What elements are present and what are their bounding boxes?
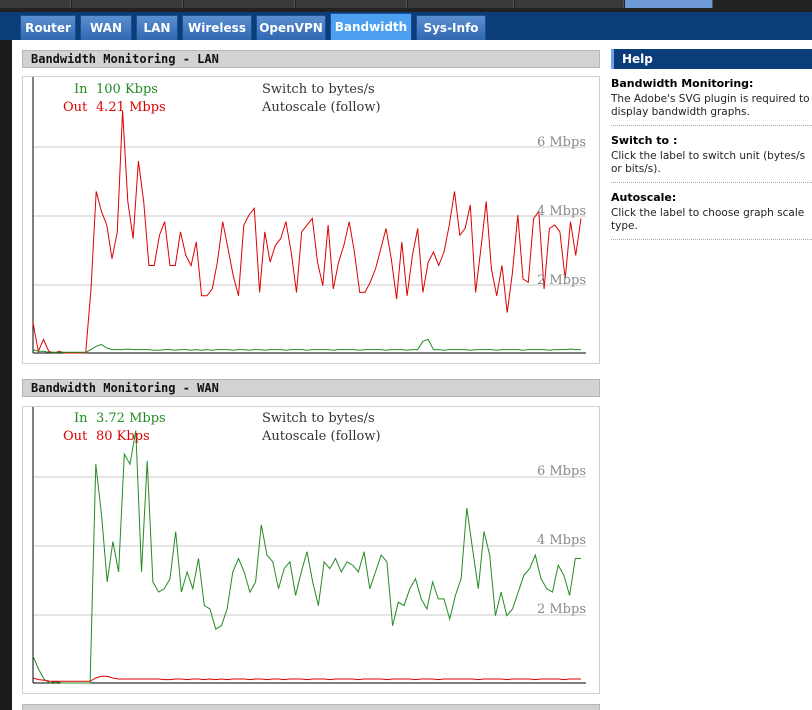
wan-section-title: Bandwidth Monitoring - WAN [22,379,600,397]
wan-scale-label: 6 Mbps [537,464,586,479]
help-item-heading: Switch to : [611,134,678,147]
wan-scale-label: 2 Mbps [537,602,586,617]
lan-series-in-line [32,338,581,353]
lan-scale-label: 4 Mbps [537,204,586,219]
next-section-header [22,704,600,710]
wan-in-label: In [74,411,88,426]
wan-series-out-line [32,675,581,682]
wan-switch-units-link[interactable]: Switch to bytes/s [262,411,375,426]
nav-bar: Router WAN LAN Wireless OpenVPN Bandwidt… [0,12,812,40]
lan-scale-label: 6 Mbps [537,135,586,150]
lan-out-value: 4.21 Mbps [96,100,166,115]
upper-menu-stub [0,0,71,8]
lan-in-label: In [74,82,88,97]
tab-bandwidth[interactable]: Bandwidth [330,13,412,40]
wan-scale-label: 4 Mbps [537,533,586,548]
upper-menu-strip [0,0,812,12]
help-item-heading: Bandwidth Monitoring: [611,77,754,90]
lan-bandwidth-chart: In 100 Kbps Out 4.21 Mbps Switch to byte… [32,77,586,354]
lan-autoscale-link[interactable]: Autoscale (follow) [261,100,381,115]
upper-menu-stub-active [625,0,713,8]
tab-wan[interactable]: WAN [80,15,132,40]
lan-out-label: Out [63,100,88,115]
main-content: Bandwidth Monitoring - LAN In 100 Kbps O… [12,40,812,710]
wan-out-value: 80 Kbps [96,429,150,444]
lan-graph: In 100 Kbps Out 4.21 Mbps Switch to byte… [22,76,600,364]
wan-graph: In 3.72 Mbps Out 80 Kbps Switch to bytes… [22,406,600,694]
help-item: Autoscale: Click the label to choose gra… [611,183,812,240]
help-panel: Help Bandwidth Monitoring: The Adobe's S… [611,49,812,279]
tab-openvpn[interactable]: OpenVPN [256,15,326,40]
wan-in-value: 3.72 Mbps [96,411,166,426]
lan-in-value: 100 Kbps [96,82,158,97]
help-title: Help [611,49,812,69]
upper-menu-stub [72,0,183,8]
wan-autoscale-link[interactable]: Autoscale (follow) [261,429,381,444]
help-item: Switch to : Click the label to switch un… [611,126,812,183]
wan-series-in-line [32,430,581,684]
tab-router[interactable]: Router [20,15,76,40]
lan-section-title: Bandwidth Monitoring - LAN [22,50,600,68]
lan-series-out-line [32,110,582,354]
tab-wireless[interactable]: Wireless [182,15,252,40]
wan-plot-area [32,430,581,684]
tab-lan[interactable]: LAN [136,15,178,40]
upper-menu-stub [408,0,514,8]
lan-scale-label: 2 Mbps [537,273,586,288]
help-item-text: Click the label to switch unit (bytes/s … [611,150,806,175]
lan-switch-units-link[interactable]: Switch to bytes/s [262,82,375,97]
help-item-text: Click the label to choose graph scale ty… [611,207,805,232]
wan-bandwidth-chart: In 3.72 Mbps Out 80 Kbps Switch to bytes… [32,407,586,684]
lan-plot-area [32,110,582,354]
upper-menu-stub [296,0,407,8]
upper-menu-stub [515,0,624,8]
help-item-text: The Adobe's SVG plugin is required to di… [611,93,810,118]
upper-menu-stub [184,0,295,8]
wan-out-label: Out [63,429,88,444]
help-item: Bandwidth Monitoring: The Adobe's SVG pl… [611,69,812,126]
tab-sys-info[interactable]: Sys-Info [416,15,486,40]
help-item-heading: Autoscale: [611,191,677,204]
